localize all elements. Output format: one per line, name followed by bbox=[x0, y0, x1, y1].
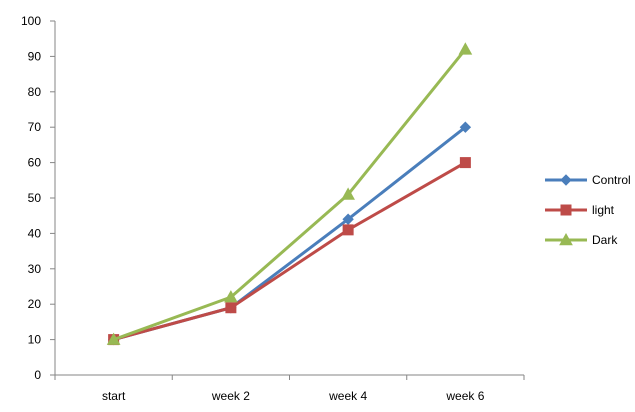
legend-marker bbox=[560, 174, 572, 186]
x-axis: start week 2 week 4 week 6 bbox=[54, 374, 525, 403]
y-tick-label: 50 bbox=[28, 191, 42, 205]
x-tick-label: week 4 bbox=[328, 389, 367, 403]
data-point bbox=[224, 290, 238, 303]
legend-item-light: light bbox=[545, 203, 615, 217]
legend-label: Control bbox=[592, 173, 631, 187]
legend-item-dark: Dark bbox=[545, 232, 618, 247]
data-point bbox=[106, 332, 121, 345]
x-tick-label: start bbox=[102, 389, 126, 403]
legend-label: light bbox=[592, 203, 615, 217]
y-tick-label: 60 bbox=[28, 156, 42, 170]
y-tick-label: 70 bbox=[28, 120, 42, 134]
series-line bbox=[113, 161, 467, 342]
y-tick-label: 0 bbox=[34, 368, 41, 382]
x-tick-label: week 6 bbox=[445, 389, 484, 403]
data-point bbox=[342, 224, 354, 236]
legend-label: Dark bbox=[592, 233, 618, 247]
series-line bbox=[113, 48, 467, 342]
data-point bbox=[458, 42, 473, 55]
series-control bbox=[107, 121, 472, 346]
y-axis: 0 10 20 30 40 50 60 70 80 90 100 bbox=[21, 14, 56, 382]
y-tick-label: 30 bbox=[28, 262, 42, 276]
series-layer bbox=[106, 42, 473, 346]
y-tick-label: 20 bbox=[28, 297, 42, 311]
legend: Control light Dark bbox=[545, 173, 631, 247]
legend-item-control: Control bbox=[545, 173, 631, 187]
series-light bbox=[108, 157, 471, 346]
data-point bbox=[342, 213, 354, 225]
series-dark bbox=[106, 42, 473, 345]
series-line bbox=[113, 126, 467, 342]
legend-marker bbox=[559, 232, 573, 246]
data-point bbox=[459, 157, 471, 169]
y-tick-label: 10 bbox=[28, 333, 42, 347]
data-point bbox=[225, 302, 237, 314]
data-point bbox=[341, 187, 355, 200]
y-tick-label: 80 bbox=[28, 85, 42, 99]
y-tick-label: 100 bbox=[21, 14, 41, 28]
legend-marker bbox=[560, 204, 572, 216]
x-tick-label: week 2 bbox=[211, 389, 250, 403]
y-tick-label: 90 bbox=[28, 49, 42, 63]
y-tick-label: 40 bbox=[28, 226, 42, 240]
data-point bbox=[459, 121, 472, 133]
